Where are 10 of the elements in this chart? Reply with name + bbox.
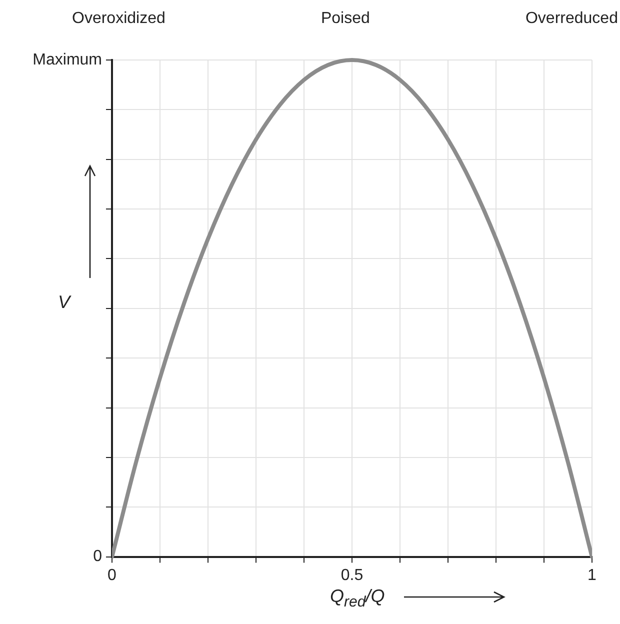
x-tick-label: 0 [108, 566, 117, 584]
text: Maximum [32, 51, 102, 68]
y-axis-title: V [58, 292, 70, 313]
text: Poised [320, 10, 370, 28]
x-tick-label: 0.5 [340, 566, 364, 584]
x-tick-label: 1 [588, 566, 597, 584]
text: Overoxidized [72, 10, 166, 28]
x-axis-title: Q$_{red}$/Q [330, 586, 385, 611]
text: Overreduced [525, 10, 618, 28]
text: 0 [93, 548, 102, 566]
